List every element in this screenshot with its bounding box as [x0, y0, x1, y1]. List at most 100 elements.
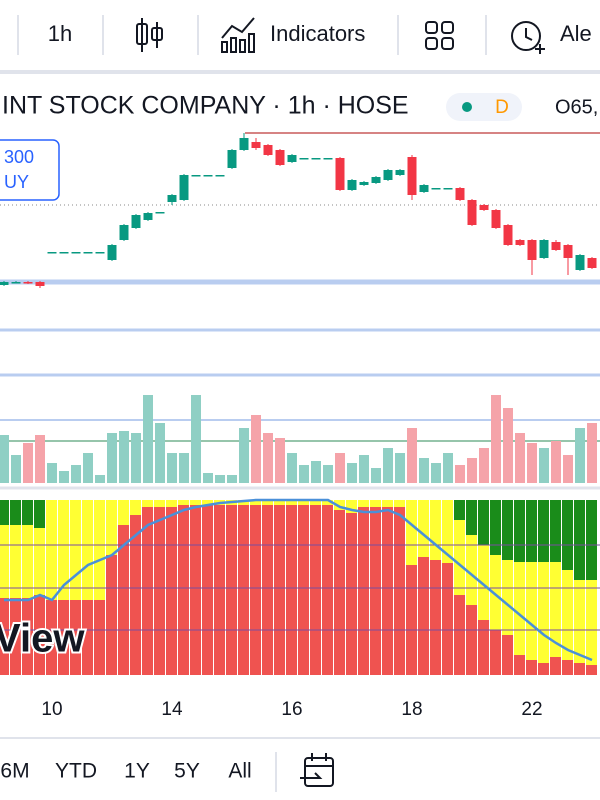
toolbar	[0, 0, 600, 70]
candle-body	[491, 210, 501, 228]
indicator-red	[190, 505, 201, 675]
alert-button[interactable]: Ale	[560, 21, 592, 46]
volume-bar	[191, 395, 201, 483]
candle-body	[443, 188, 453, 190]
interval-button[interactable]: 1h	[48, 21, 72, 46]
volume-bar	[0, 435, 9, 483]
candle-body	[407, 157, 417, 195]
candle-body	[539, 240, 549, 258]
candle-body	[575, 255, 585, 270]
time-axis	[0, 676, 600, 738]
candle-body	[215, 175, 225, 177]
indicator-line	[4, 498, 593, 662]
indicator-red	[226, 505, 237, 675]
indicator-red	[550, 657, 561, 675]
candle-body	[155, 212, 165, 214]
range-button[interactable]: All	[228, 760, 251, 783]
indicator-red	[166, 507, 177, 675]
candle-body	[371, 177, 381, 183]
volume-bar	[59, 471, 69, 483]
candle-body	[335, 158, 345, 190]
indicator-red	[118, 525, 129, 675]
candle-body	[467, 200, 477, 225]
volume-bar	[371, 468, 381, 483]
volume-bar	[575, 428, 585, 483]
volume-bar	[155, 423, 165, 483]
order-price: 300	[4, 147, 34, 167]
volume-bar	[167, 453, 177, 483]
indicators-icon[interactable]	[221, 17, 255, 53]
order-side: UY	[4, 172, 29, 192]
range-button[interactable]: 5Y	[174, 760, 200, 783]
volume-bar	[311, 461, 321, 483]
candle-body	[59, 252, 69, 254]
candle-body	[11, 282, 21, 284]
x-tick-label: 18	[401, 699, 422, 720]
volume-bar	[23, 443, 33, 483]
indicator-red	[442, 563, 453, 675]
indicator-red	[346, 513, 357, 675]
candle-body	[347, 180, 357, 190]
indicator-red	[178, 505, 189, 675]
candle-body	[503, 225, 513, 245]
indicator-green	[550, 500, 561, 562]
indicator	[0, 498, 600, 675]
volume-bar	[443, 453, 453, 483]
indicator-red	[466, 605, 477, 675]
indicator-green	[586, 500, 597, 580]
candle-body	[419, 185, 429, 192]
indicator-red	[514, 655, 525, 675]
volume-bar	[467, 458, 477, 483]
candle-body	[311, 158, 321, 160]
indicator-red	[94, 600, 105, 675]
layout-button[interactable]	[425, 21, 454, 50]
volume-bar	[11, 455, 21, 483]
indicators-button[interactable]: Indicators	[270, 21, 365, 46]
alert-icon[interactable]	[511, 21, 545, 54]
indicator-red	[370, 507, 381, 675]
volume-bar	[47, 463, 57, 483]
x-tick-label: 22	[521, 699, 542, 720]
range-button[interactable]: YTD	[55, 760, 97, 783]
indicator-red	[250, 505, 261, 675]
x-axis-labels: 10 14 16 18 22	[41, 699, 542, 720]
ohlc-label: O65,	[555, 96, 598, 118]
indicator-green	[34, 500, 45, 528]
candle-body	[479, 205, 489, 210]
candle-body	[359, 182, 369, 185]
volume-bar	[35, 435, 45, 483]
indicator-green	[490, 500, 501, 555]
chart-type-button[interactable]	[136, 18, 163, 52]
indicator-green	[478, 500, 489, 545]
indicator-red	[418, 557, 429, 675]
volume-bar	[479, 448, 489, 483]
volume-bar	[287, 453, 297, 483]
volume-bar	[587, 423, 597, 483]
candle-body	[119, 225, 129, 240]
volume-bar	[251, 415, 261, 483]
candle-body	[71, 252, 81, 254]
indicator-red	[502, 635, 513, 675]
volume-bar	[275, 438, 285, 483]
indicator-red	[0, 598, 9, 675]
indicator-red	[262, 505, 273, 675]
range-button[interactable]: 1Y	[124, 760, 150, 783]
indicator-green	[0, 500, 9, 525]
overlay: View	[0, 615, 87, 663]
indicator-red	[274, 505, 285, 675]
volume-bar	[431, 463, 441, 483]
candle-body	[0, 282, 9, 285]
indicator-green	[574, 500, 585, 580]
order-box[interactable]	[0, 139, 60, 201]
volume-bar	[395, 453, 405, 483]
candle-body	[95, 252, 105, 254]
volume-bar	[539, 448, 549, 483]
indicator-red	[394, 507, 405, 675]
range-button[interactable]: 6M	[0, 760, 29, 783]
indicator-red	[454, 595, 465, 675]
volume-bar	[71, 465, 81, 483]
candle-body	[131, 215, 141, 228]
indicator-red	[34, 595, 45, 675]
indicator-red	[130, 515, 141, 675]
date-range-button[interactable]	[300, 753, 334, 787]
